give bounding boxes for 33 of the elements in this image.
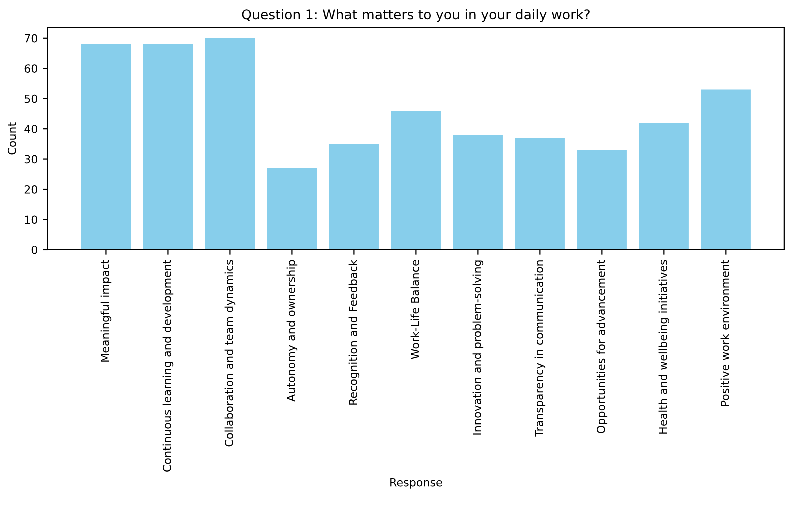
y-tick-label: 20 bbox=[24, 185, 38, 194]
y-tick-label: 70 bbox=[24, 34, 38, 43]
x-tick-label: Autonomy and ownership bbox=[286, 260, 298, 402]
x-tick-label: Recognition and Feedback bbox=[348, 260, 360, 405]
bar bbox=[205, 38, 256, 250]
y-axis-title: Count bbox=[8, 122, 16, 155]
x-tick-label: Opportunities for advancement bbox=[596, 260, 608, 434]
y-tick-label: 40 bbox=[24, 125, 38, 134]
bar bbox=[81, 44, 132, 250]
bar bbox=[577, 150, 627, 250]
bar bbox=[453, 135, 503, 250]
bar bbox=[515, 138, 565, 250]
bar bbox=[329, 144, 379, 250]
x-axis-title: Response bbox=[390, 478, 442, 489]
x-tick-label: Innovation and problem-solving bbox=[472, 260, 484, 435]
bar bbox=[701, 90, 751, 250]
y-tick-label: 50 bbox=[24, 94, 38, 104]
bar bbox=[143, 44, 194, 250]
x-tick-label: Transparency in communication bbox=[534, 260, 546, 437]
x-tick-label: Work-Life Balance bbox=[410, 260, 420, 360]
bar bbox=[639, 123, 689, 250]
bar bbox=[267, 168, 317, 250]
chart-title: Question 1: What matters to you in your daily work? bbox=[242, 9, 590, 22]
y-tick-label: 60 bbox=[24, 64, 38, 74]
y-tick-label: 10 bbox=[25, 216, 38, 224]
x-tick-label: Positive work environment bbox=[720, 260, 730, 406]
bar bbox=[391, 110, 441, 250]
x-tick-label: Collaboration and team dynamics bbox=[224, 260, 236, 447]
y-tick-label: 30 bbox=[24, 155, 38, 164]
x-tick-label: Health and wellbeing initiatives bbox=[658, 260, 670, 434]
y-tick-label: 0 bbox=[32, 246, 38, 254]
x-tick-label: Meaningful impact bbox=[100, 260, 112, 362]
x-tick-label: Continuous learning and development bbox=[162, 260, 174, 472]
